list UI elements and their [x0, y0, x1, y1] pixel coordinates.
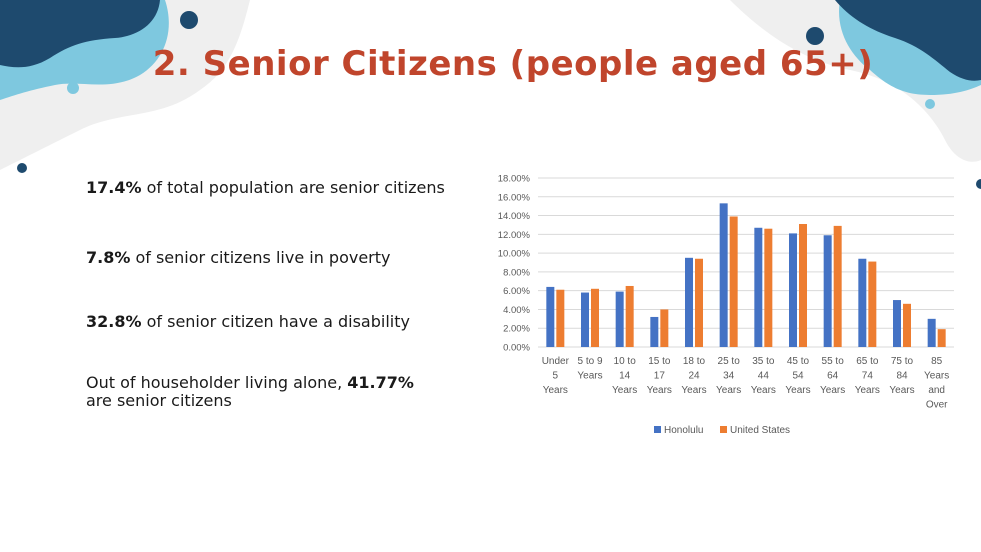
stat-senior-share: 17.4% of total population are senior cit… [86, 179, 445, 197]
bar-united-states [833, 225, 842, 347]
legend-swatch [720, 426, 727, 433]
slide-title: 2. Senior Citizens (people aged 65+) [152, 44, 874, 84]
x-tick-label: Years [820, 385, 845, 396]
top-left-dark-blob [0, 0, 160, 68]
bar-honolulu [893, 300, 901, 347]
bar-honolulu [927, 318, 936, 347]
bar-honolulu [858, 258, 867, 347]
bar-united-states [729, 216, 738, 347]
x-tick-label: 17 [654, 371, 666, 382]
x-tick-label: Over [926, 400, 948, 411]
x-tick-label: 64 [827, 371, 839, 382]
deco-dot [925, 99, 935, 109]
bar-united-states [591, 288, 599, 347]
bar-honolulu [789, 233, 797, 347]
x-tick-label: 85 [931, 356, 943, 367]
stat-value: 7.8% [86, 248, 131, 267]
x-tick-label: 75 to [891, 356, 914, 367]
x-tick-label: Years [785, 385, 810, 396]
bar-united-states [937, 329, 946, 347]
x-tick-label: 65 to [856, 356, 879, 367]
stat-poverty: 7.8% of senior citizens live in poverty [86, 249, 391, 267]
x-tick-label: Years [889, 385, 914, 396]
bar-united-states [764, 228, 773, 347]
x-tick-label: Years [543, 385, 568, 396]
x-tick-label: and [928, 385, 945, 396]
stat-text: Out of householder living alone, [86, 373, 348, 392]
bar-honolulu [823, 235, 832, 347]
stat-text: are senior citizens [86, 391, 232, 410]
stat-value: 17.4% [86, 178, 142, 197]
deco-dot [976, 179, 981, 189]
deco-dot [17, 163, 27, 173]
top-right-dark-blob [835, 0, 981, 81]
x-tick-label: Years [577, 371, 602, 382]
x-tick-label: Under [542, 356, 570, 367]
x-tick-label: 14 [619, 371, 631, 382]
legend-swatch [654, 426, 661, 433]
legend-label: Honolulu [664, 425, 703, 436]
y-tick-label: 18.00% [498, 174, 531, 185]
x-tick-label: 18 to [683, 356, 706, 367]
stat-text: of total population are senior citizens [141, 178, 445, 197]
bar-united-states [799, 224, 807, 347]
x-tick-label: Years [924, 371, 949, 382]
stat-value: 41.77% [347, 373, 414, 392]
x-tick-label: 54 [792, 371, 804, 382]
stat-living-alone: Out of householder living alone, 41.77% a… [86, 374, 414, 410]
bar-honolulu [719, 203, 728, 347]
x-tick-label: 74 [862, 371, 874, 382]
y-tick-label: 8.00% [503, 267, 530, 278]
bar-united-states [660, 309, 669, 347]
x-tick-label: Years [612, 385, 637, 396]
bar-honolulu [615, 291, 624, 347]
x-tick-label: 45 to [787, 356, 810, 367]
x-tick-label: 84 [896, 371, 908, 382]
bar-honolulu [546, 286, 555, 347]
x-tick-label: Years [647, 385, 672, 396]
x-tick-label: Years [855, 385, 880, 396]
bar-united-states [868, 261, 877, 347]
bar-united-states [556, 289, 565, 347]
y-tick-label: 0.00% [503, 343, 530, 354]
y-tick-label: 6.00% [503, 286, 530, 297]
deco-dot [180, 11, 198, 29]
y-tick-label: 2.00% [503, 324, 530, 335]
x-tick-label: 5 to 9 [577, 356, 602, 367]
y-tick-label: 12.00% [498, 230, 531, 241]
x-tick-label: 10 to [614, 356, 637, 367]
x-tick-label: 5 [553, 371, 559, 382]
y-tick-label: 16.00% [498, 192, 531, 203]
age-distribution-bar-chart: 0.00% 2.00% 4.00% 6.00% 8.00% 10.00% 12.00% 14.… [498, 174, 954, 436]
y-tick-label: 14.00% [498, 211, 531, 222]
stat-text: of senior citizen have a disability [141, 312, 410, 331]
bar-honolulu [581, 292, 589, 347]
deco-dot [67, 82, 79, 94]
bar-united-states [903, 303, 911, 347]
x-tick-label: Years [751, 385, 776, 396]
x-tick-label: 35 to [752, 356, 775, 367]
x-tick-label: Years [716, 385, 741, 396]
x-tick-label: 25 to [718, 356, 741, 367]
bar-united-states [625, 285, 634, 347]
y-tick-label: 10.00% [498, 249, 531, 260]
x-tick-label: 24 [688, 371, 700, 382]
x-tick-label: 15 to [648, 356, 671, 367]
stat-text: of senior citizens live in poverty [130, 248, 391, 267]
deco-dot [806, 27, 824, 45]
bar-united-states [695, 258, 703, 347]
y-tick-label: 4.00% [503, 305, 530, 316]
x-tick-label: 34 [723, 371, 735, 382]
x-tick-label: Years [681, 385, 706, 396]
bar-honolulu [685, 257, 693, 347]
bar-honolulu [650, 316, 659, 347]
stat-value: 32.8% [86, 312, 142, 331]
legend-label: United States [730, 425, 790, 436]
x-tick-label: 44 [758, 371, 770, 382]
stat-disability: 32.8% of senior citizen have a disabilit… [86, 313, 410, 331]
bar-honolulu [754, 227, 763, 347]
x-tick-label: 55 to [822, 356, 845, 367]
